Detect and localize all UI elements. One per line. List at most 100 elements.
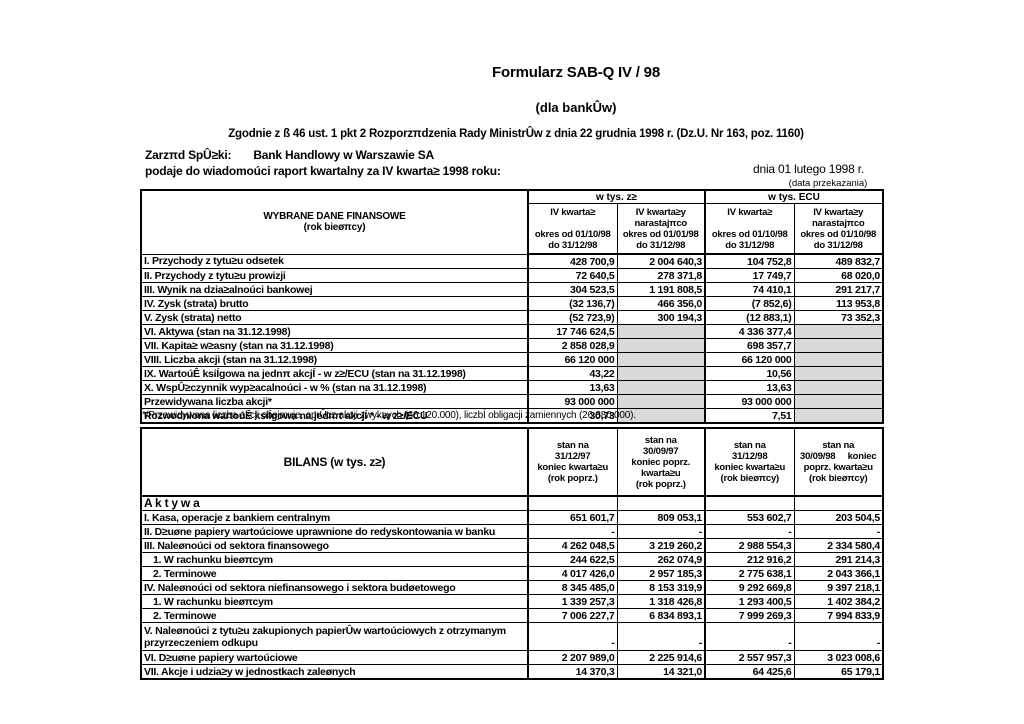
cell-value: 3 023 008,6 [793,650,884,665]
cell-value [793,495,884,511]
cell-value: 698 357,7 [704,338,795,353]
cell-value: (32 136,7) [527,296,618,311]
table-row: V. Naleønoúci z tytu≥u zakupionych papie… [140,622,884,651]
cell-value: 8 153 319,9 [616,580,706,595]
table-row: VI. D≥uøne papiery wartoúciowe 2 207 989,… [140,650,884,665]
cell-value: 2 225 914,6 [616,650,706,665]
unit-group-pln: w tys. z≥ [527,189,706,204]
table-row: VI. Aktywa (stan na 31.12.1998) 17 746 62… [140,324,884,339]
cell-value: 203 504,5 [793,510,884,525]
cell-value: 489 832,7 [793,253,884,269]
table-row: II. Przychody z tytu≥u prowizji 72 640,5 2… [140,268,884,283]
cell-value: 17 749,7 [704,268,795,283]
row-label: VI. Aktywa (stan na 31.12.1998) [140,324,529,339]
cell-value: 66 120 000 [704,352,795,367]
table-row: VIII. Liczba akcji (stan na 31.12.1998) 6… [140,352,884,367]
cell-value: 1 339 257,3 [527,594,618,609]
cell-value: - [793,524,884,539]
row-label: VI. D≥uøne papiery wartoúciowe [140,650,529,665]
table-row: Przewidywana liczba akcji* 93 000 000 93 0… [140,394,884,409]
cell-value: 466 356,0 [616,296,706,311]
row-label: Przewidywana liczba akcji* [140,394,529,409]
cell-value: 291 214,3 [793,552,884,567]
cell-value: - [527,622,618,651]
cell-value: 8 345 485,0 [527,580,618,595]
col-header-cumulative-pln: IV kwarta≥y narastajπco okres od 01/01/9… [616,203,706,255]
row-label: II. D≥uøne papiery wartoúciowe uprawnion… [140,524,529,539]
page-subtitle: (dla bankÛw) [535,100,617,115]
row-label: I. Kasa, operacje z bankiem centralnym [140,510,529,525]
cell-value: 2 988 554,3 [704,538,795,553]
cell-value: 7 994 833,9 [793,608,884,623]
cell-value: - [616,524,706,539]
report-period-line: podaje do wiadomoúci raport kwartalny za… [145,164,501,178]
cell-value: 73 352,3 [793,310,884,325]
cell-value: - [704,622,795,651]
cell-value: 809 053,1 [616,510,706,525]
cell-value [616,495,706,511]
row-label: Rozwodniona wartoúÊ ksiÍgowa na jednπ ak… [140,408,529,424]
balance-sheet-table: BILANS (w tys. z≥) stan na 31/12/97 koni… [140,427,884,680]
cell-value: 4 336 377,4 [704,324,795,339]
row-label: 1. W rachunku bieøπcym [140,552,529,567]
cell-value [704,495,795,511]
row-label: I. Przychody z tytu≥u odsetek [140,253,529,269]
section-row: A k t y w a [140,495,884,511]
cell-value: 104 752,8 [704,253,795,269]
shaded-cell [793,394,884,409]
row-label: VII. Kapita≥ w≥asny (stan na 31.12.1998) [140,338,529,353]
shaded-cell [793,352,884,367]
row-label: V. Zysk (strata) netto [140,310,529,325]
cell-value: 2 334 580,4 [793,538,884,553]
table-row: Rozwodniona wartoúÊ ksiÍgowa na jednπ ak… [140,408,884,424]
table-row: III. Wynik na dzia≥alnoúci bankowej 304 5… [140,282,884,297]
row-label: IX. WartoúÊ ksiÍgowa na jednπ akcjÍ - w … [140,366,529,381]
table-row: 2. Terminowe 7 006 227,7 6 834 893,1 7 999 … [140,608,884,623]
table1-title-line2: (rok bieøπcy) [303,222,366,234]
cell-value: 2 043 366,1 [793,566,884,581]
cell-value: (52 723,9) [527,310,618,325]
cell-value: - [704,524,795,539]
col-header-30-09-98: stan na 30/09/98 koniec poprz. kwarta≥u … [793,427,884,497]
table-row: VII. Kapita≥ w≥asny (stan na 31.12.1998)… [140,338,884,353]
cell-value: 14 321,0 [616,664,706,680]
col-header-q4-pln: IV kwarta≥ okres od 01/10/98 do 31/12/98 [527,203,618,255]
table-row: IV. Zysk (strata) brutto (32 136,7) 466 35… [140,296,884,311]
cell-value: - [616,622,706,651]
cell-value: 7 999 269,3 [704,608,795,623]
shaded-cell [616,352,706,367]
cell-value [527,495,618,511]
table-row: I. Kasa, operacje z bankiem centralnym 65… [140,510,884,525]
table-row: 2. Terminowe 4 017 426,0 2 957 185,3 2 775 … [140,566,884,581]
cell-value: 1 318 426,8 [616,594,706,609]
cell-value: 93 000 000 [527,394,618,409]
cell-value: 66 120 000 [527,352,618,367]
cell-value: 9 292 669,8 [704,580,795,595]
table-row: IV. Naleønoúci od sektora niefinansowego… [140,580,884,595]
cell-value: 428 700,9 [527,253,618,269]
table-row: V. Zysk (strata) netto (52 723,9) 300 194,… [140,310,884,325]
row-label: II. Przychody z tytu≥u prowizji [140,268,529,283]
row-label: A k t y w a [140,495,529,511]
cell-value: 64 425,6 [704,664,795,680]
table-row: VII. Akcje i udzia≥y w jednostkach zaleø… [140,664,884,680]
shaded-cell [616,338,706,353]
cell-value: (12 883,1) [704,310,795,325]
issuer-label: Zarzπd SpÛ≥ki: [145,148,232,162]
table-row: II. D≥uøne papiery wartoúciowe uprawnion… [140,524,884,539]
cell-value: 2 557 957,3 [704,650,795,665]
cell-value: 7 006 227,7 [527,608,618,623]
selected-financial-data-table: WYBRANE DANE FINANSOWE (rok bieøπcy) w t… [140,189,884,424]
cell-value: 14 370,3 [527,664,618,680]
cell-value: 13,63 [527,380,618,395]
footnote: */Przewidywana liczba akcji obejmuje, op… [142,410,636,421]
cell-value: 72 640,5 [527,268,618,283]
row-label: VII. Akcje i udzia≥y w jednostkach zaleø… [140,664,529,680]
table-row: X. WspÛ≥czynnik wyp≥acalnoúci - w % (sta… [140,380,884,395]
row-label: III. Naleønoúci od sektora finansowego [140,538,529,553]
transfer-date-note: (data przekazania) [788,178,868,189]
cell-value: 68 020,0 [793,268,884,283]
cell-value: 93 000 000 [704,394,795,409]
period-header-row: IV kwarta≥ okres od 01/10/98 do 31/12/98… [141,203,884,255]
